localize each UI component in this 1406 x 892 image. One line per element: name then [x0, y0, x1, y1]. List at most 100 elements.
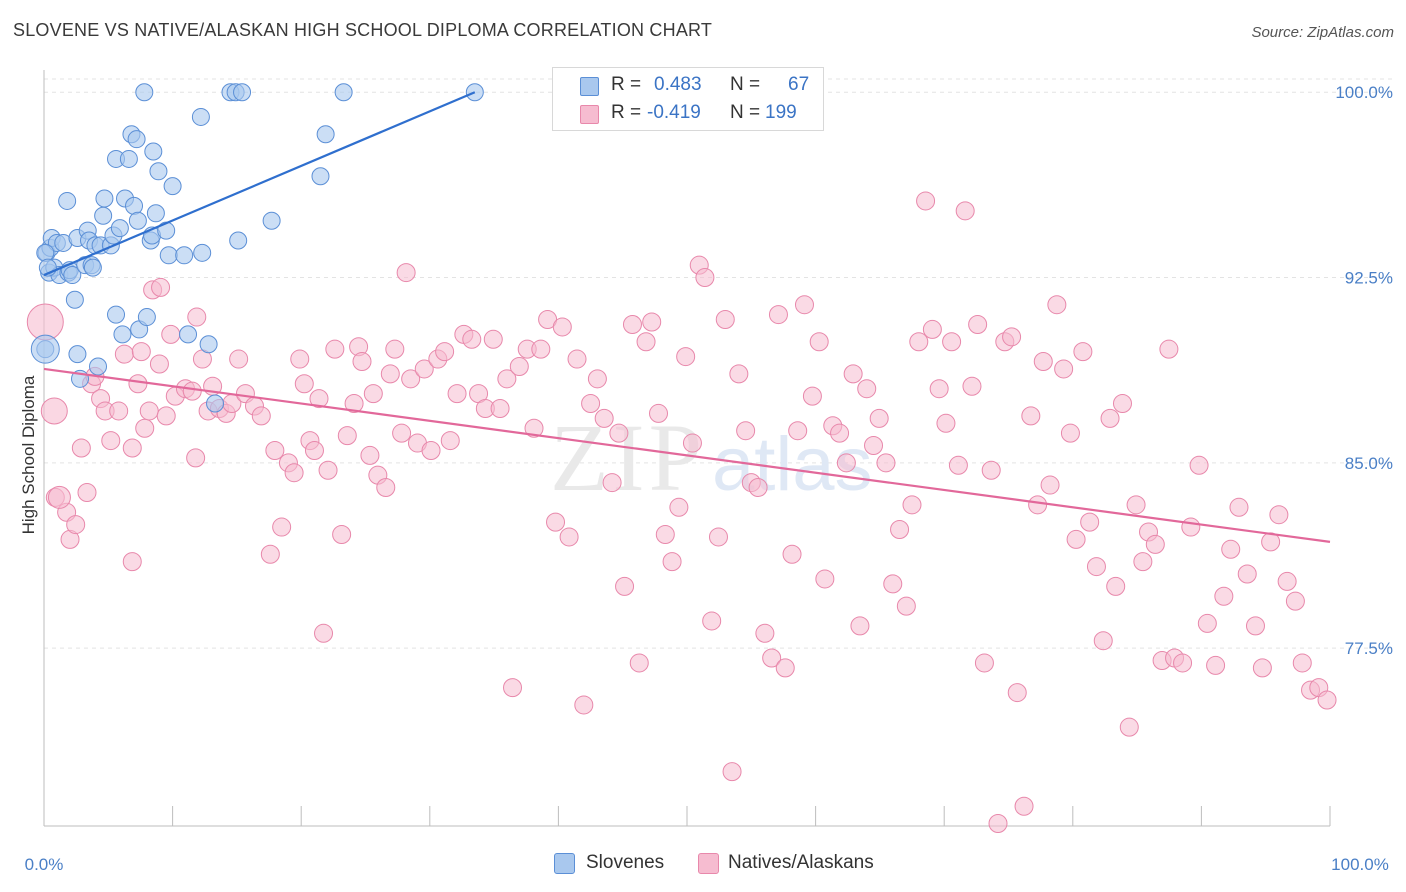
slovenes-point: [193, 243, 212, 262]
natives-point: [981, 460, 1001, 480]
legend-label-natives: Natives/Alaskans: [728, 852, 874, 873]
slovenes-point: [146, 204, 165, 223]
natives-point: [186, 448, 206, 468]
natives-point: [682, 433, 702, 453]
natives-point: [376, 478, 396, 498]
natives-point: [815, 569, 835, 589]
natives-point: [876, 453, 896, 473]
natives-point: [762, 648, 782, 668]
natives-point: [552, 317, 572, 337]
natives-point: [139, 401, 159, 421]
source-label: Source: ZipAtlas.com: [1251, 24, 1394, 41]
natives-point: [988, 814, 1008, 834]
slovenes-point: [163, 177, 182, 196]
natives-point: [695, 268, 715, 288]
slovenes-point: [206, 394, 225, 413]
natives-point: [1028, 495, 1048, 515]
natives-point: [962, 376, 982, 396]
slovenes-point: [119, 149, 138, 168]
slovenes-point: [191, 107, 210, 126]
natives-point: [1285, 591, 1305, 611]
natives-point: [1073, 342, 1093, 362]
natives-point: [1269, 505, 1289, 525]
natives-point: [1189, 455, 1209, 475]
natives-point: [869, 408, 889, 428]
natives-point: [380, 364, 400, 384]
x-tick-label: 0.0%: [25, 855, 64, 874]
bottom-legend-slovenes: Slovenes: [554, 850, 714, 878]
natives-point: [1133, 552, 1153, 572]
natives-point: [567, 349, 587, 369]
slovenes-point: [83, 258, 102, 277]
natives-point: [755, 623, 775, 643]
natives-point: [435, 342, 455, 362]
y-tick-label: 100.0%: [1335, 83, 1393, 102]
natives-point: [1197, 613, 1217, 633]
natives-point: [857, 379, 877, 399]
natives-point: [363, 384, 383, 404]
natives-trend-line: [43, 367, 1331, 543]
natives-point: [830, 423, 850, 443]
natives-point: [916, 191, 936, 211]
natives-point: [896, 596, 916, 616]
natives-point: [1173, 653, 1193, 673]
natives-point: [1317, 690, 1337, 710]
natives-point: [149, 354, 169, 374]
natives-point: [421, 440, 441, 460]
slovenes-point: [65, 290, 84, 309]
natives-point: [636, 332, 656, 352]
natives-point: [344, 394, 364, 414]
natives-point: [609, 423, 629, 443]
natives-point: [748, 478, 768, 498]
natives-point: [151, 277, 171, 297]
slovenes-point: [316, 125, 335, 144]
natives-point: [843, 364, 863, 384]
natives-point: [187, 307, 207, 327]
natives-point: [936, 413, 956, 433]
natives-point: [440, 431, 460, 451]
natives-point: [642, 312, 662, 332]
natives-point: [942, 332, 962, 352]
natives-point: [47, 485, 71, 509]
slovenes-point: [159, 246, 178, 265]
slovenes-point: [94, 206, 113, 225]
natives-point: [135, 418, 155, 438]
natives-point: [775, 658, 795, 678]
natives-point: [284, 463, 304, 483]
natives-point: [71, 438, 91, 458]
natives-point: [447, 384, 467, 404]
slovenes-point: [233, 83, 252, 102]
slovenes-point: [30, 334, 60, 364]
bottom-legend-natives: Natives/Alaskans: [698, 850, 918, 878]
slovenes-point: [262, 211, 281, 230]
legend-row-natives: R = -0.419 N = 199: [553, 99, 823, 129]
x-tick-label: 100.0%: [1331, 855, 1389, 874]
tick-labels: 100.0% 92.5% 85.0% 77.5% 0.0% 100.0%: [25, 83, 1393, 874]
slovenes-point: [95, 189, 114, 208]
natives-point: [974, 653, 994, 673]
slovenes-point: [68, 345, 87, 364]
natives-point: [722, 762, 742, 782]
natives-point: [77, 482, 97, 502]
natives-points: [26, 191, 1337, 834]
natives-point: [1066, 529, 1086, 549]
slovenes-point: [127, 130, 146, 149]
natives-point: [1237, 564, 1257, 584]
natives-point: [1245, 616, 1265, 636]
natives-point: [602, 473, 622, 493]
slovenes-swatch: [554, 853, 575, 874]
natives-point: [122, 552, 142, 572]
natives-point: [788, 421, 808, 441]
natives-point: [883, 574, 903, 594]
natives-point: [182, 381, 202, 401]
natives-point: [260, 544, 280, 564]
natives-point: [1093, 631, 1113, 651]
natives-point: [1040, 475, 1060, 495]
natives-point: [1002, 327, 1022, 347]
slovenes-point: [144, 142, 163, 161]
natives-point: [396, 263, 416, 283]
legend-n-label: N =: [730, 102, 761, 123]
natives-point: [128, 374, 148, 394]
slovenes-point: [128, 211, 147, 230]
